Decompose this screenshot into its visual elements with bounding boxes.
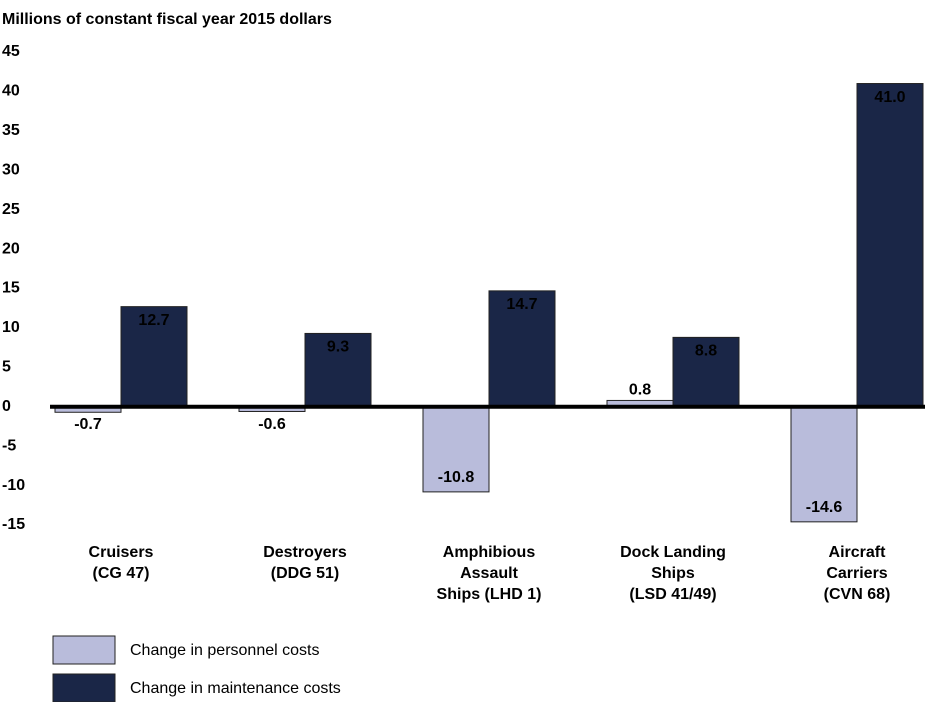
bar: [422, 406, 490, 493]
x-tick-label: Assault: [460, 565, 518, 582]
x-tick-label: Destroyers: [263, 544, 347, 561]
y-tick-label: -15: [2, 516, 25, 533]
x-tick-label: Aircraft: [829, 544, 887, 561]
y-tick-label: 25: [2, 201, 20, 218]
chart-title: Millions of constant fiscal year 2015 do…: [2, 11, 332, 28]
bar: [488, 290, 556, 408]
bar: [856, 83, 924, 408]
y-tick-label: 10: [2, 319, 20, 336]
legend-label: Change in maintenance costs: [130, 680, 341, 697]
x-tick-label: (LSD 41/49): [629, 586, 716, 603]
y-tick-label: 30: [2, 161, 20, 178]
x-tick-label: (DDG 51): [271, 565, 339, 582]
x-tick-label: Amphibious: [443, 544, 536, 561]
value-label: -10.8: [438, 469, 475, 486]
y-tick-label: 40: [2, 83, 20, 100]
value-label: -0.6: [258, 416, 286, 433]
y-tick-label: 15: [2, 280, 20, 297]
value-label: 14.7: [506, 296, 537, 313]
bar: [672, 336, 740, 408]
value-label: -14.6: [806, 499, 843, 516]
y-tick-label: -5: [2, 437, 16, 454]
y-tick-label: 0: [2, 398, 11, 415]
value-label: 0.8: [629, 382, 651, 399]
bar: [120, 306, 188, 408]
value-label: 9.3: [327, 339, 349, 356]
bar: [790, 406, 858, 523]
legend-swatch: [52, 635, 116, 665]
value-label: 12.7: [138, 312, 169, 329]
y-tick-label: 20: [2, 240, 20, 257]
value-label: 41.0: [874, 89, 905, 106]
x-tick-label: Ships: [651, 565, 695, 582]
bar: [304, 332, 372, 408]
x-tick-label: Dock Landing: [620, 544, 726, 561]
legend-swatch: [52, 673, 116, 702]
x-tick-label: (CG 47): [93, 565, 150, 582]
x-tick-label: Ships (LHD 1): [437, 586, 542, 603]
value-label: -0.7: [74, 416, 102, 433]
legend-label: Change in personnel costs: [130, 642, 319, 659]
x-tick-label: Carriers: [826, 565, 887, 582]
y-tick-label: 35: [2, 122, 20, 139]
y-tick-label: 45: [2, 43, 20, 60]
x-tick-label: (CVN 68): [824, 586, 891, 603]
value-label: 8.8: [695, 343, 717, 360]
y-tick-label: -10: [2, 477, 25, 494]
y-tick-label: 5: [2, 359, 11, 376]
x-tick-label: Cruisers: [89, 544, 154, 561]
